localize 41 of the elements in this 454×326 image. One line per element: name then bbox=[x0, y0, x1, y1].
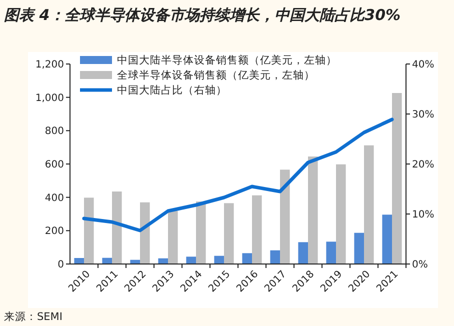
bar bbox=[252, 195, 262, 264]
bar bbox=[214, 256, 224, 264]
y2-tick-label: 10% bbox=[412, 210, 434, 220]
bar bbox=[326, 242, 336, 264]
bar bbox=[186, 256, 196, 264]
y2-tick-label: 40% bbox=[412, 60, 434, 70]
legend-label: 全球半导体设备销售额（亿美元，左轴） bbox=[117, 68, 315, 82]
y2-tick-label: 30% bbox=[412, 110, 434, 120]
bar bbox=[74, 258, 84, 264]
legend-label: 中国大陆半导体设备销售额（亿美元，左轴） bbox=[117, 54, 337, 67]
bar bbox=[140, 202, 150, 264]
bar bbox=[382, 214, 392, 264]
bar bbox=[224, 203, 234, 264]
y-tick-label: 400 bbox=[44, 192, 64, 204]
bar bbox=[308, 156, 318, 264]
bar bbox=[242, 253, 252, 264]
bar bbox=[280, 170, 290, 264]
bar bbox=[336, 164, 346, 264]
source-note: 来源：SEMI bbox=[4, 310, 62, 323]
legend-label: 中国大陆占比（右轴） bbox=[117, 84, 227, 97]
y2-tick-label: 20% bbox=[412, 160, 434, 170]
bar bbox=[392, 93, 402, 264]
bar bbox=[112, 192, 122, 264]
y-tick-label: 200 bbox=[44, 226, 64, 238]
y-tick-label: 1,000 bbox=[35, 92, 64, 104]
line-series bbox=[82, 118, 394, 232]
bar bbox=[298, 242, 308, 264]
y2-tick-label: 0% bbox=[412, 260, 428, 270]
y-tick-label: 0 bbox=[58, 260, 64, 270]
bar bbox=[354, 232, 364, 264]
bar bbox=[196, 202, 206, 264]
bar bbox=[158, 258, 168, 264]
bar bbox=[270, 250, 280, 264]
y-tick-label: 1,200 bbox=[35, 60, 64, 70]
bar bbox=[168, 211, 178, 264]
bar bbox=[102, 258, 112, 264]
bar bbox=[84, 198, 94, 264]
bar bbox=[364, 145, 374, 264]
y-tick-label: 800 bbox=[44, 126, 64, 138]
y-tick-label: 600 bbox=[44, 160, 64, 170]
chart-title: 图表 4：全球半导体设备市场持续增长，中国大陆占比30% bbox=[4, 6, 401, 24]
